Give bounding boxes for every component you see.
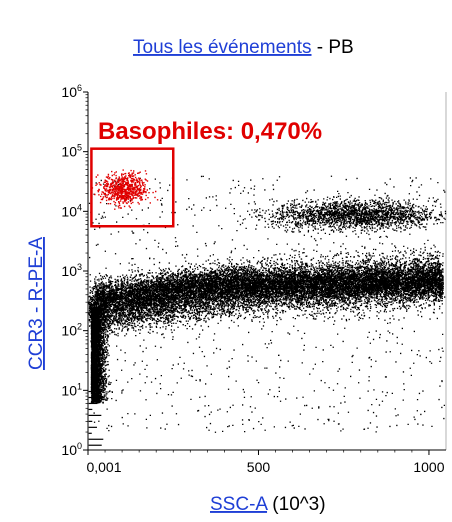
x-tick-label: 1000 xyxy=(413,459,444,475)
y-tick-label: 103 xyxy=(61,262,82,279)
x-axis-link[interactable]: SSC-A xyxy=(210,494,268,515)
title-link[interactable]: Tous les événements xyxy=(133,37,312,58)
y-tick-label: 105 xyxy=(61,143,82,160)
y-axis-label[interactable]: CCR3 - R-PE-A xyxy=(26,237,47,370)
events-layer xyxy=(88,175,447,446)
title-suffix: - PB xyxy=(312,37,354,58)
y-tick-label: 100 xyxy=(61,441,82,458)
y-tick-group: 100 101 102 103 104 105 106 xyxy=(61,83,88,458)
x-tick-label: 0,001 xyxy=(86,459,121,475)
x-axis-unit: (10^3) xyxy=(267,494,326,515)
y-tick-label: 101 xyxy=(61,381,82,398)
x-axis-label: SSC-A (10^3) xyxy=(210,494,326,515)
x-tick-group: 0,001 500 1000 xyxy=(86,450,445,475)
y-tick-label: 102 xyxy=(61,322,82,339)
gated-events-layer xyxy=(91,169,159,210)
ungated-events xyxy=(88,175,447,433)
y-tick-label: 106 xyxy=(61,83,82,100)
x-tick-label: 500 xyxy=(247,459,271,475)
basophil-gate[interactable] xyxy=(90,147,175,228)
gate-label: Basophiles: 0,470% xyxy=(98,118,322,145)
y-tick-label: 104 xyxy=(61,202,82,219)
chart-title: Tous les événements - PB xyxy=(133,37,354,58)
gated-basophil-events xyxy=(91,169,159,210)
